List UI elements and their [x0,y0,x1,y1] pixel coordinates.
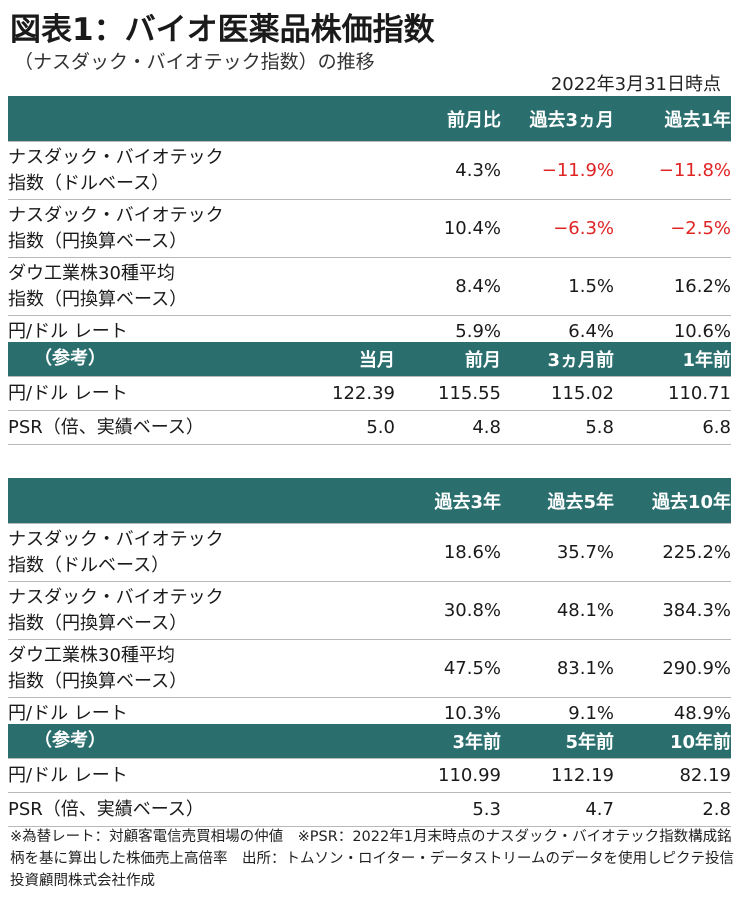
value-cell: 4.8 [395,410,501,445]
performance-table-long-term: 過去3年 過去5年 過去10年 ナスダック・バイオテック 指数（ドルベース） 18… [8,478,731,730]
value-cell: 2.8 [614,792,731,827]
row-label: 円/ドル レート [8,376,273,411]
value-cell: 4.3% [298,141,501,200]
reference-header-row: （参考） 当月 前月 3ヵ月前 1年前 [8,342,731,377]
value-cell: 30.8% [298,581,501,640]
table-row: 円/ドル レート 110.99 112.19 82.19 [8,758,731,793]
row-label: ナスダック・バイオテック 指数（ドルベース） [8,141,298,200]
value-cell: 115.55 [395,376,501,411]
header-cell [8,478,298,524]
value-cell: 8.4% [298,257,501,316]
reference-header-cell: 10年前 [614,724,731,759]
reference-header-cell: （参考） [8,342,273,377]
header-cell: 過去5年 [501,478,614,524]
table-row: PSR（倍、実績ベース） 5.3 4.7 2.8 [8,792,731,827]
page-subtitle: （ナスダック・バイオテック指数）の推移 [14,51,375,73]
value-cell: 18.6% [298,523,501,582]
value-cell-negative: −11.9% [501,141,614,200]
table-row: ナスダック・バイオテック 指数（円換算ベース） 10.4% −6.3% −2.5% [8,199,731,258]
as-of-date: 2022年3月31日時点 [550,74,721,95]
header-cell: 前月比 [298,96,501,142]
value-cell: 16.2% [614,257,731,316]
value-cell: 5.3 [298,792,501,827]
value-cell-negative: −11.8% [614,141,731,200]
value-cell-negative: −6.3% [501,199,614,258]
reference-table-long-term: （参考） 3年前 5年前 10年前 円/ドル レート 110.99 112.19… [8,724,731,827]
value-cell: 225.2% [614,523,731,582]
value-cell: 115.02 [501,376,614,411]
value-cell: 5.0 [273,410,395,445]
table-row: ダウ工業株30種平均 指数（円換算ベース） 47.5% 83.1% 290.9% [8,639,731,698]
value-cell: 83.1% [501,639,614,698]
value-cell: 5.8 [501,410,614,445]
row-label: PSR（倍、実績ベース） [8,410,273,445]
header-cell: 過去1年 [614,96,731,142]
value-cell: 10.4% [298,199,501,258]
row-label: ダウ工業株30種平均 指数（円換算ベース） [8,257,298,316]
header-cell: 過去10年 [614,478,731,524]
row-label: ダウ工業株30種平均 指数（円換算ベース） [8,639,298,698]
table-row: ナスダック・バイオテック 指数（ドルベース） 4.3% −11.9% −11.8% [8,141,731,200]
table-row: ダウ工業株30種平均 指数（円換算ベース） 8.4% 1.5% 16.2% [8,257,731,316]
value-cell: 112.19 [501,758,614,793]
reference-header-cell: 1年前 [614,342,731,377]
reference-header-row: （参考） 3年前 5年前 10年前 [8,724,731,759]
table-header-row: 過去3年 過去5年 過去10年 [8,478,731,524]
value-cell-negative: −2.5% [614,199,731,258]
table-row: 円/ドル レート 122.39 115.55 115.02 110.71 [8,376,731,411]
value-cell: 290.9% [614,639,731,698]
value-cell: 384.3% [614,581,731,640]
reference-header-cell: （参考） [8,724,298,759]
row-label: 円/ドル レート [8,758,298,793]
value-cell: 82.19 [614,758,731,793]
row-label: ナスダック・バイオテック 指数（円換算ベース） [8,581,298,640]
header-cell [8,96,298,142]
value-cell: 47.5% [298,639,501,698]
row-label: ナスダック・バイオテック 指数（ドルベース） [8,523,298,582]
performance-table-short-term: 前月比 過去3ヵ月 過去1年 ナスダック・バイオテック 指数（ドルベース） 4.3… [8,96,731,348]
footnote: ※為替レート：対顧客電信売買相場の仲値 ※PSR：2022年1月末時点のナスダッ… [10,829,734,889]
table-row: ナスダック・バイオテック 指数（ドルベース） 18.6% 35.7% 225.2% [8,523,731,582]
table-row: ナスダック・バイオテック 指数（円換算ベース） 30.8% 48.1% 384.3… [8,581,731,640]
value-cell: 110.99 [298,758,501,793]
page-title: 図表1：バイオ医薬品株価指数 [10,12,435,48]
header-cell: 過去3年 [298,478,501,524]
value-cell: 1.5% [501,257,614,316]
value-cell: 110.71 [614,376,731,411]
value-cell: 48.1% [501,581,614,640]
value-cell: 4.7 [501,792,614,827]
row-label: PSR（倍、実績ベース） [8,792,298,827]
reference-header-cell: 3年前 [298,724,501,759]
value-cell: 122.39 [273,376,395,411]
table-header-row: 前月比 過去3ヵ月 過去1年 [8,96,731,142]
reference-header-cell: 3ヵ月前 [501,342,614,377]
reference-table-short-term: （参考） 当月 前月 3ヵ月前 1年前 円/ドル レート 122.39 115.… [8,342,731,445]
row-label: ナスダック・バイオテック 指数（円換算ベース） [8,199,298,258]
reference-header-cell: 5年前 [501,724,614,759]
reference-header-cell: 当月 [273,342,395,377]
reference-header-cell: 前月 [395,342,501,377]
table-row: PSR（倍、実績ベース） 5.0 4.8 5.8 6.8 [8,410,731,445]
value-cell: 6.8 [614,410,731,445]
value-cell: 35.7% [501,523,614,582]
header-cell: 過去3ヵ月 [501,96,614,142]
